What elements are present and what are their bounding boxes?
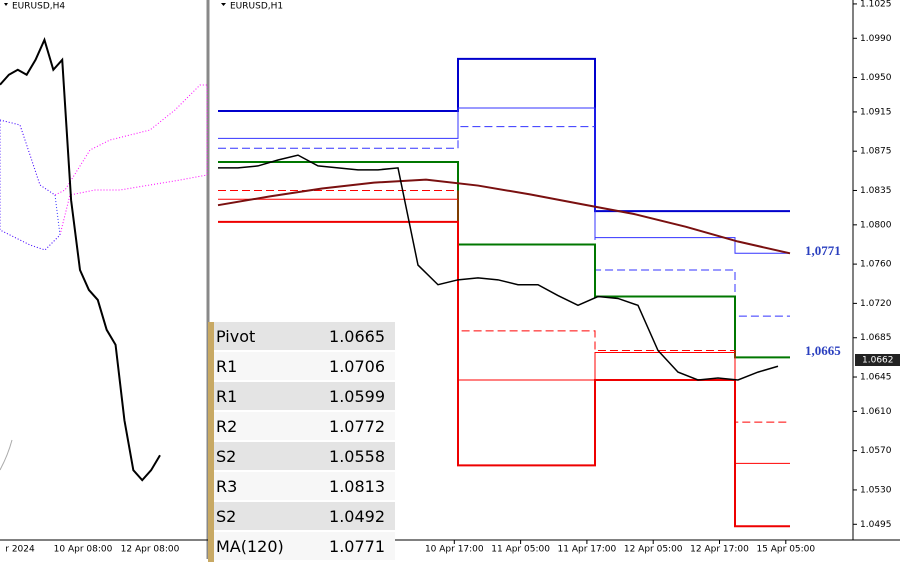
y-tick-label: 1.0685	[860, 333, 892, 343]
y-tick-label: 1.0645	[860, 373, 892, 383]
pivot-table: Pivot 1.0665 R1 1.0706 R1 1.0599 R2 1.0772 S2 1.0…	[207, 322, 395, 562]
table-row: S2 1.0492	[207, 501, 395, 532]
x-tick-label: 10 Apr 08:00	[54, 545, 113, 555]
panel-title: EURUSD,H4	[12, 2, 65, 12]
x-tick-label: 12 Apr 17:00	[690, 545, 749, 555]
table-row: R2 1.0772	[207, 411, 395, 442]
y-tick-label: 1.0760	[860, 260, 892, 270]
y-tick-label: 1.0495	[860, 520, 892, 530]
y-tick-label: 1.0875	[860, 147, 892, 157]
y-tick-label: 1.0950	[860, 73, 892, 83]
level-value: 1.0771	[307, 531, 395, 562]
y-tick-label: 1.0530	[860, 485, 892, 495]
price-line	[0, 36, 161, 482]
current-price-box	[855, 354, 900, 366]
table-row: MA(120) 1.0771	[207, 531, 395, 562]
y-tick-label: 1.0915	[860, 107, 892, 117]
x-tick-label: r 2024	[5, 545, 35, 555]
level-annotation: 1,0665	[805, 343, 841, 358]
level-value: 1.0558	[307, 441, 395, 472]
x-tick-label: 10 Apr 17:00	[425, 545, 484, 555]
x-tick-label: 15 Apr 05:00	[756, 545, 815, 555]
y-tick-label: 1.1025	[860, 0, 892, 9]
x-tick-label: 11 Apr 05:00	[491, 545, 550, 555]
x-tick-label: 11 Apr 17:00	[558, 545, 617, 555]
level-name: S2	[207, 501, 308, 532]
y-tick-label: 1.0720	[860, 299, 892, 309]
y-tick-label: 1.0835	[860, 186, 892, 196]
pivot-level	[218, 161, 790, 359]
y-tick-label: 1.0570	[860, 446, 892, 456]
table-row: R1 1.0706	[207, 351, 395, 382]
table-row: Pivot 1.0665	[207, 322, 395, 352]
table-row: R1 1.0599	[207, 381, 395, 412]
level-value: 1.0772	[307, 411, 395, 442]
price-line	[218, 154, 779, 381]
x-tick-label: 12 Apr 08:00	[121, 545, 180, 555]
level-name: Pivot	[207, 322, 308, 352]
level-name: R3	[207, 471, 308, 502]
table-row: S2 1.0558	[207, 441, 395, 472]
pivot-level	[218, 220, 790, 528]
moving-average	[217, 178, 791, 255]
level-value: 1.0706	[307, 351, 395, 382]
y-tick-label: 1.0990	[860, 34, 892, 44]
level-name: R2	[207, 411, 308, 442]
menu-arrow	[221, 3, 226, 6]
level-name: R1	[207, 381, 308, 412]
x-tick-label: 12 Apr 05:00	[624, 545, 683, 555]
level-annotation: 1,0771	[805, 243, 841, 258]
ichimoku-cloud	[0, 119, 61, 251]
level-value: 1.0599	[307, 381, 395, 412]
level-name: MA(120)	[207, 531, 308, 562]
y-tick-label: 1.0800	[860, 220, 892, 230]
panel-title: EURUSD,H1	[230, 2, 283, 12]
level-value: 1.0665	[307, 322, 395, 352]
table-row: R3 1.0813	[207, 471, 395, 502]
menu-arrow	[4, 3, 8, 6]
indicator-line	[0, 439, 13, 471]
level-name: S2	[207, 441, 308, 472]
level-value: 1.0492	[307, 501, 395, 532]
y-tick-label: 1.0610	[860, 407, 892, 417]
ichimoku-cloud	[0, 84, 208, 251]
level-name: R1	[207, 351, 308, 382]
current-price: 1.0662	[862, 356, 894, 366]
level-value: 1.0813	[307, 471, 395, 502]
